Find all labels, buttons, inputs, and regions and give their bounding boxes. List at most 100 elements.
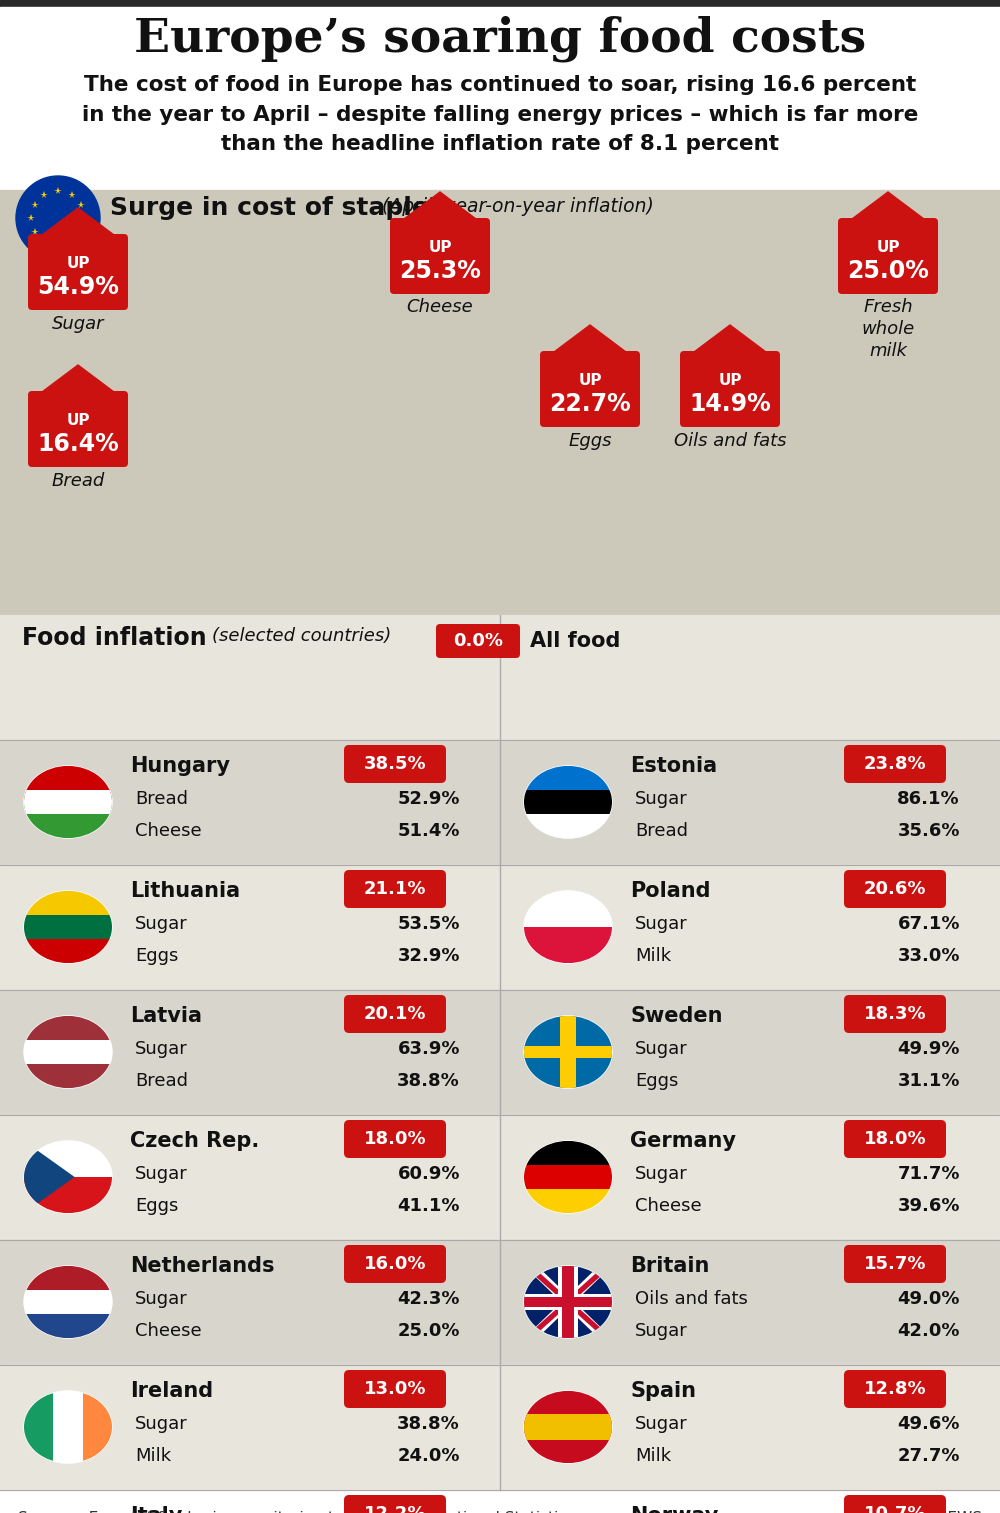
Text: UP: UP	[876, 241, 900, 256]
Text: 14.9%: 14.9%	[689, 392, 771, 416]
Text: Lithuania: Lithuania	[130, 881, 240, 902]
Polygon shape	[524, 1266, 612, 1337]
FancyBboxPatch shape	[844, 1369, 946, 1409]
Bar	[83, 1390, 112, 1463]
Text: 38.8%: 38.8%	[397, 1073, 460, 1089]
Bar	[524, 1141, 612, 1165]
Text: 86.1%: 86.1%	[897, 790, 960, 808]
Ellipse shape	[524, 766, 612, 838]
Polygon shape	[524, 1266, 612, 1337]
Polygon shape	[848, 192, 928, 222]
Text: 21.1%: 21.1%	[364, 881, 426, 899]
Text: 49.0%: 49.0%	[898, 1291, 960, 1309]
Text: 16.0%: 16.0%	[364, 1254, 426, 1272]
Bar	[562, 1266, 574, 1337]
Bar	[524, 1266, 612, 1337]
Text: Eggs: Eggs	[568, 433, 612, 449]
Text: 38.8%: 38.8%	[397, 1415, 460, 1433]
Ellipse shape	[524, 1266, 612, 1337]
Text: Milk: Milk	[135, 1446, 171, 1465]
Text: Norway: Norway	[630, 1505, 718, 1513]
Ellipse shape	[24, 1266, 112, 1337]
Text: Eggs: Eggs	[135, 1197, 178, 1215]
Text: Sugar: Sugar	[635, 790, 688, 808]
Bar	[524, 927, 612, 964]
Text: Cheese: Cheese	[135, 1322, 202, 1341]
FancyBboxPatch shape	[344, 1245, 446, 1283]
Text: Sugar: Sugar	[135, 1291, 188, 1309]
Bar	[24, 1039, 112, 1064]
Text: Poland: Poland	[630, 881, 710, 902]
FancyBboxPatch shape	[844, 996, 946, 1033]
Text: Sugar: Sugar	[635, 1322, 688, 1341]
Bar	[24, 1313, 112, 1337]
Polygon shape	[690, 325, 770, 356]
Text: 54.9%: 54.9%	[37, 275, 119, 300]
Bar	[524, 1015, 612, 1088]
FancyBboxPatch shape	[344, 1495, 446, 1513]
Text: 41.1%: 41.1%	[398, 1197, 460, 1215]
FancyBboxPatch shape	[680, 351, 780, 427]
Text: UP: UP	[66, 256, 90, 271]
Text: 32.9%: 32.9%	[398, 947, 460, 965]
FancyBboxPatch shape	[844, 744, 946, 784]
Text: Spain: Spain	[630, 1381, 696, 1401]
Bar	[0, 614, 1000, 740]
FancyBboxPatch shape	[844, 1245, 946, 1283]
Ellipse shape	[24, 1015, 112, 1088]
Text: Germany: Germany	[630, 1132, 736, 1151]
Text: Oils and fats: Oils and fats	[635, 1291, 748, 1309]
Bar	[0, 865, 1000, 990]
Text: Bread: Bread	[635, 822, 688, 840]
FancyBboxPatch shape	[844, 1495, 946, 1513]
Text: 63.9%: 63.9%	[398, 1039, 460, 1058]
Bar	[524, 766, 612, 790]
FancyBboxPatch shape	[344, 1369, 446, 1409]
Text: Cheese: Cheese	[407, 298, 473, 316]
Bar	[0, 8, 1000, 191]
Text: Sugar: Sugar	[635, 1165, 688, 1183]
Bar	[524, 1390, 612, 1463]
Text: 12.2%: 12.2%	[364, 1505, 426, 1513]
Text: 52.9%: 52.9%	[398, 790, 460, 808]
Bar	[0, 1365, 1000, 1490]
Bar	[524, 1294, 612, 1310]
Text: 10.7%: 10.7%	[864, 1505, 926, 1513]
Text: 35.6%: 35.6%	[898, 822, 960, 840]
Bar	[53, 1390, 83, 1463]
Bar	[0, 0, 1000, 8]
Polygon shape	[550, 325, 630, 356]
Text: Sugar: Sugar	[635, 915, 688, 934]
Text: (April, year-on-year inflation): (April, year-on-year inflation)	[382, 197, 654, 216]
Circle shape	[16, 176, 100, 260]
Text: 60.9%: 60.9%	[398, 1165, 460, 1183]
Text: © GRAPHIC NEWS: © GRAPHIC NEWS	[843, 1510, 982, 1513]
Text: Italy: Italy	[130, 1505, 182, 1513]
Text: Cheese: Cheese	[135, 822, 202, 840]
Text: Sugar: Sugar	[635, 1415, 688, 1433]
Text: Food inflation: Food inflation	[22, 626, 207, 651]
Text: Netherlands: Netherlands	[130, 1256, 274, 1275]
Polygon shape	[400, 192, 480, 222]
Bar	[24, 1291, 112, 1313]
Text: 13.0%: 13.0%	[364, 1380, 426, 1398]
Bar	[24, 915, 112, 940]
Bar	[24, 1390, 53, 1463]
Polygon shape	[524, 1266, 612, 1337]
Polygon shape	[524, 1266, 612, 1337]
Text: 42.0%: 42.0%	[898, 1322, 960, 1341]
Text: Ireland: Ireland	[130, 1381, 213, 1401]
Text: (selected countries): (selected countries)	[212, 626, 391, 645]
FancyBboxPatch shape	[344, 996, 446, 1033]
Text: 27.7%: 27.7%	[898, 1446, 960, 1465]
FancyBboxPatch shape	[844, 1120, 946, 1157]
Bar	[524, 1415, 612, 1440]
Bar	[24, 766, 112, 802]
Text: UP: UP	[578, 374, 602, 389]
Bar	[0, 1490, 1000, 1513]
Ellipse shape	[24, 1141, 112, 1213]
Text: Fresh
whole
milk: Fresh whole milk	[861, 298, 915, 360]
Bar	[558, 1266, 578, 1337]
Bar	[24, 1141, 112, 1177]
Text: Sugar: Sugar	[135, 915, 188, 934]
